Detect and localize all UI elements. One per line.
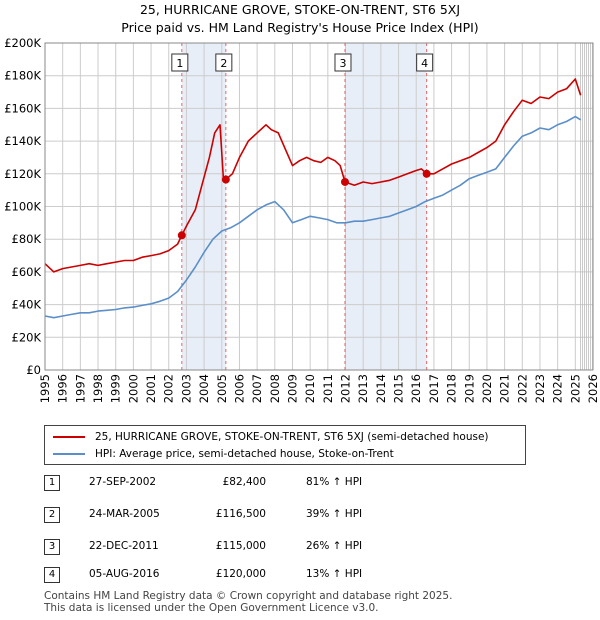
legend-swatch-hpi <box>53 453 85 455</box>
y-tick-label: £200K <box>4 36 41 50</box>
transaction-number-badge: 1 <box>44 475 60 491</box>
x-tick-label: 1996 <box>56 374 70 403</box>
x-tick-label: 2026 <box>586 374 600 403</box>
legend-swatch-property <box>53 436 85 438</box>
transaction-price: £82,400 <box>222 476 266 488</box>
x-tick-label: 2023 <box>533 374 547 403</box>
transaction-number-badge: 3 <box>44 539 60 555</box>
marker-label-box <box>215 53 233 72</box>
x-tick-label: 2018 <box>445 374 459 403</box>
transaction-date: 24-MAR-2005 <box>89 508 160 520</box>
marker-label-box <box>416 53 434 72</box>
x-tick-label: 2008 <box>268 374 282 403</box>
marker-label: 3 <box>339 57 346 70</box>
footer-line2: This data is licensed under the Open Gov… <box>44 602 379 614</box>
transaction-hpi-change: 13% ↑ HPI <box>306 568 363 580</box>
x-tick-label: 2005 <box>215 374 229 403</box>
y-tick-label: £80K <box>12 232 42 246</box>
y-tick-label: £120K <box>4 167 41 181</box>
x-tick-label: 1998 <box>91 374 105 403</box>
x-tick-label: 2014 <box>374 374 388 403</box>
x-tick-label: 1995 <box>38 374 52 403</box>
transaction-date: 27-SEP-2002 <box>89 476 157 488</box>
transaction-hpi-change: 81% ↑ HPI <box>306 476 363 488</box>
hpi-line <box>44 115 582 319</box>
x-tick-label: 2022 <box>515 374 529 403</box>
price-chart: £0 £20K £40K £60K £80K £100K £120K £140K £160K £1… <box>4 36 600 403</box>
legend-item-property: 25, HURRICANE GROVE, STOKE-ON-TRENT, ST6… <box>53 429 489 445</box>
marker-label-box <box>334 53 352 72</box>
x-tick-label: 2009 <box>285 374 299 403</box>
y-tick-label: £20K <box>12 330 42 344</box>
x-tick-label: 2025 <box>568 374 582 403</box>
x-tick-label: 2002 <box>162 374 176 403</box>
marker-label: 2 <box>220 57 227 70</box>
x-tick-label: 2020 <box>480 374 494 403</box>
x-tick-label: 2024 <box>551 374 565 403</box>
y-tick-label: £180K <box>4 69 41 83</box>
property-price-line <box>44 78 582 273</box>
x-tick-label: 2000 <box>126 374 140 403</box>
footer-line1: Contains HM Land Registry data © Crown c… <box>44 590 453 602</box>
plot-frame <box>44 42 594 371</box>
transaction-date: 22-DEC-2011 <box>89 540 159 552</box>
transaction-hpi-change: 39% ↑ HPI <box>306 508 363 520</box>
x-tick-label: 2021 <box>498 374 512 403</box>
sale-point <box>340 177 349 186</box>
x-tick-label: 2004 <box>197 374 211 403</box>
y-tick-label: £0 <box>26 363 41 377</box>
marker-label-box <box>171 53 189 72</box>
x-tick-label: 1997 <box>73 374 87 403</box>
legend-item-hpi: HPI: Average price, semi-detached house,… <box>53 446 394 462</box>
x-tick-label: 2006 <box>232 374 246 403</box>
x-tick-label: 2010 <box>303 374 317 403</box>
chart-title-line1: 25, HURRICANE GROVE, STOKE-ON-TRENT, ST6… <box>139 2 461 17</box>
transaction-number-badge: 4 <box>44 567 60 583</box>
y-tick-label: £60K <box>12 265 42 279</box>
x-tick-label: 2007 <box>250 374 264 403</box>
sale-point <box>422 169 431 178</box>
x-tick-label: 2012 <box>339 374 353 403</box>
y-tick-label: £40K <box>12 298 42 312</box>
transaction-hpi-change: 26% ↑ HPI <box>306 540 363 552</box>
legend-label-property: 25, HURRICANE GROVE, STOKE-ON-TRENT, ST6… <box>95 431 489 443</box>
x-tick-label: 2011 <box>321 374 335 403</box>
x-tick-label: 2013 <box>356 374 370 403</box>
x-tick-label: 2015 <box>392 374 406 403</box>
transaction-price: £116,500 <box>215 508 266 520</box>
footer-attribution: Contains HM Land Registry data © Crown c… <box>44 590 452 614</box>
y-tick-label: £140K <box>4 134 41 148</box>
x-tick-label: 2016 <box>409 374 423 403</box>
marker-label: 1 <box>176 57 183 70</box>
marker-label: 4 <box>421 57 428 70</box>
transaction-price: £115,000 <box>215 540 266 552</box>
transaction-date: 05-AUG-2016 <box>89 568 160 580</box>
transaction-price: £120,000 <box>215 568 266 580</box>
sale-point <box>221 175 230 184</box>
transaction-number-badge: 2 <box>44 507 60 523</box>
y-tick-label: £100K <box>4 200 41 214</box>
legend: 25, HURRICANE GROVE, STOKE-ON-TRENT, ST6… <box>44 425 526 465</box>
x-tick-label: 1999 <box>109 374 123 403</box>
sale-point <box>177 231 186 240</box>
x-tick-label: 2001 <box>144 374 158 403</box>
x-tick-label: 2019 <box>462 374 476 403</box>
y-tick-label: £160K <box>4 101 41 115</box>
x-tick-label: 2017 <box>427 374 441 403</box>
chart-title-line2: Price paid vs. HM Land Registry's House … <box>121 20 479 35</box>
legend-label-hpi: HPI: Average price, semi-detached house,… <box>95 448 394 460</box>
x-tick-label: 2003 <box>179 374 193 403</box>
